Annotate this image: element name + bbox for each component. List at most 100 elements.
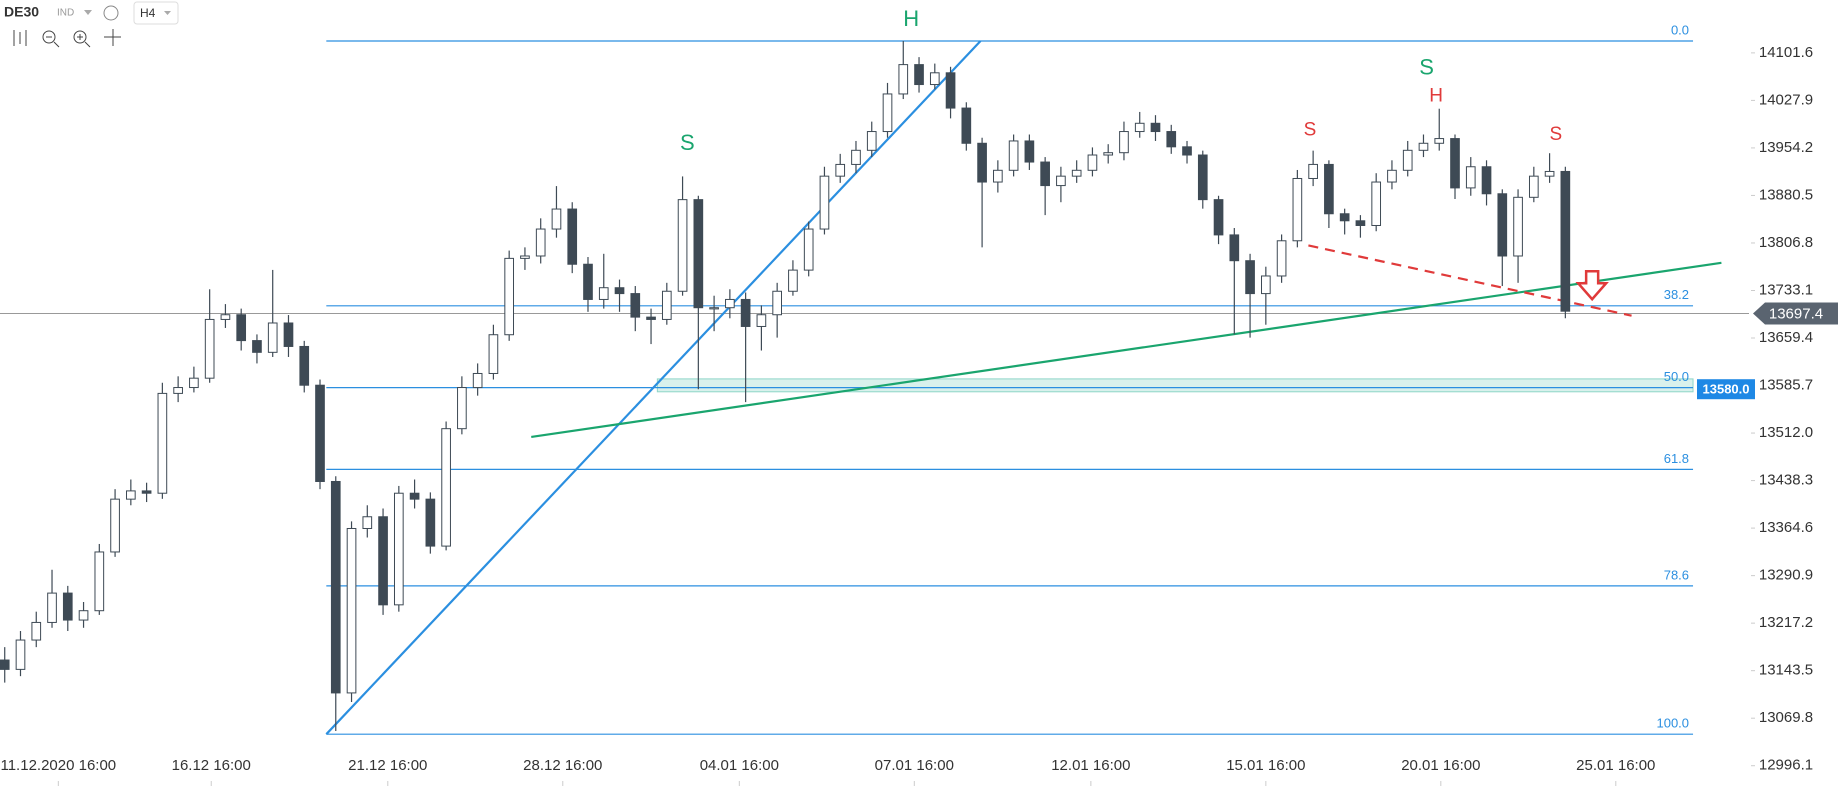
down-arrow xyxy=(1575,269,1609,302)
fib-label: 100.0 xyxy=(1656,716,1689,731)
candle-body xyxy=(1150,122,1161,133)
tool-icons[interactable] xyxy=(13,29,121,48)
candle-body xyxy=(961,107,972,144)
x-tick-label: 28.12 16:00 xyxy=(523,757,602,774)
candle-body xyxy=(346,527,357,694)
candle-body xyxy=(15,639,26,670)
candle-body xyxy=(31,621,42,641)
y-tick-label: 13733.1 xyxy=(1759,281,1813,298)
pattern-label: S xyxy=(1550,124,1563,145)
fib-label: 0.0 xyxy=(1671,22,1689,37)
candle-body xyxy=(393,492,404,606)
last-price-label: 13697.4 xyxy=(1769,305,1823,322)
price-tag xyxy=(1697,379,1755,400)
y-tick-label: 13217.2 xyxy=(1759,614,1813,631)
y-tick-label: 13143.5 xyxy=(1759,662,1813,679)
candle-body xyxy=(661,290,672,320)
candle-icon[interactable] xyxy=(13,30,27,46)
candle-body xyxy=(1355,220,1366,226)
x-tick-label: 12.01 16:00 xyxy=(1051,757,1130,774)
y-tick-label: 13069.8 xyxy=(1759,709,1813,726)
candle-body xyxy=(1387,169,1397,183)
x-tick-label: 04.01 16:00 xyxy=(700,757,779,774)
candle-body xyxy=(1513,196,1523,257)
candle-body xyxy=(567,208,578,265)
candle-body xyxy=(898,64,909,95)
candle-body xyxy=(520,255,530,259)
candle-body xyxy=(189,377,199,389)
candle-body xyxy=(472,372,483,389)
candle-body xyxy=(866,131,877,151)
candle-body xyxy=(1418,142,1429,151)
info-icon[interactable] xyxy=(103,5,119,21)
candle-body xyxy=(1528,175,1539,198)
candle-body xyxy=(252,340,262,353)
candle-body xyxy=(0,659,10,670)
dropdown-arrow[interactable] xyxy=(164,11,171,15)
candle-body xyxy=(614,287,625,295)
candle-body xyxy=(583,263,593,300)
candle-body xyxy=(1465,166,1476,189)
interval: H4 xyxy=(140,6,156,20)
candle-body xyxy=(772,290,782,316)
candle-body xyxy=(1040,161,1050,187)
trendline xyxy=(531,261,1722,439)
candle-body xyxy=(330,480,341,694)
candle-body xyxy=(740,298,751,327)
candle-body xyxy=(1213,199,1224,236)
candle-body xyxy=(1292,177,1303,242)
market: IND xyxy=(57,8,74,19)
y-tick-label: 13880.5 xyxy=(1759,186,1813,203)
candle-body xyxy=(157,392,168,494)
candle-body xyxy=(220,314,231,320)
candle-body xyxy=(1071,169,1082,177)
candle-body xyxy=(1371,181,1382,226)
candle-body xyxy=(425,498,436,547)
interval-select[interactable] xyxy=(133,1,179,25)
candle-body xyxy=(535,228,546,257)
candle-body xyxy=(126,490,136,500)
zoom-in[interactable] xyxy=(73,30,87,44)
candle-body xyxy=(1245,260,1255,295)
candle-body xyxy=(1276,240,1287,277)
candle-body xyxy=(788,269,798,292)
symbol[interactable]: DE30 xyxy=(4,4,39,20)
candle-body xyxy=(551,208,562,230)
zoom-out[interactable] xyxy=(42,30,56,44)
candle-body xyxy=(78,610,89,621)
candle-body xyxy=(693,199,704,309)
candle-body xyxy=(504,257,515,336)
dropdown-arrow[interactable] xyxy=(84,10,92,15)
y-tick-label: 13659.4 xyxy=(1759,329,1813,346)
candle-body xyxy=(62,592,73,621)
move-icon[interactable] xyxy=(104,29,121,46)
candle-body xyxy=(819,175,830,230)
pattern-label: H xyxy=(1429,85,1443,106)
candle-body xyxy=(677,199,688,292)
candle-body xyxy=(1166,131,1177,148)
candle-body xyxy=(94,551,105,612)
candle-body xyxy=(945,72,956,109)
pattern-label: S xyxy=(1304,120,1317,141)
candle-body xyxy=(835,163,846,177)
candle-body xyxy=(993,169,1003,183)
y-tick-label: 13438.3 xyxy=(1759,472,1813,489)
candle-body xyxy=(1119,131,1129,154)
candle-body xyxy=(1182,146,1192,156)
candle-body xyxy=(1261,275,1271,295)
candle-body xyxy=(441,428,451,547)
plot: 14101.6 14027.9 13954.2 13880.5 13806.8 13733… xyxy=(0,6,1838,786)
candle-body xyxy=(1229,234,1240,262)
y-tick-label: 13954.2 xyxy=(1759,139,1813,156)
y-tick-label: 13290.9 xyxy=(1759,567,1813,584)
candle-body xyxy=(110,498,120,553)
candle-body xyxy=(929,72,940,86)
candle-body xyxy=(299,345,310,386)
candle-body xyxy=(173,387,183,394)
candle-body xyxy=(378,516,388,606)
candle-body xyxy=(1481,166,1492,195)
fib-label: 78.6 xyxy=(1664,567,1689,582)
candle-body xyxy=(1087,154,1098,171)
pattern-label: H xyxy=(903,6,919,31)
